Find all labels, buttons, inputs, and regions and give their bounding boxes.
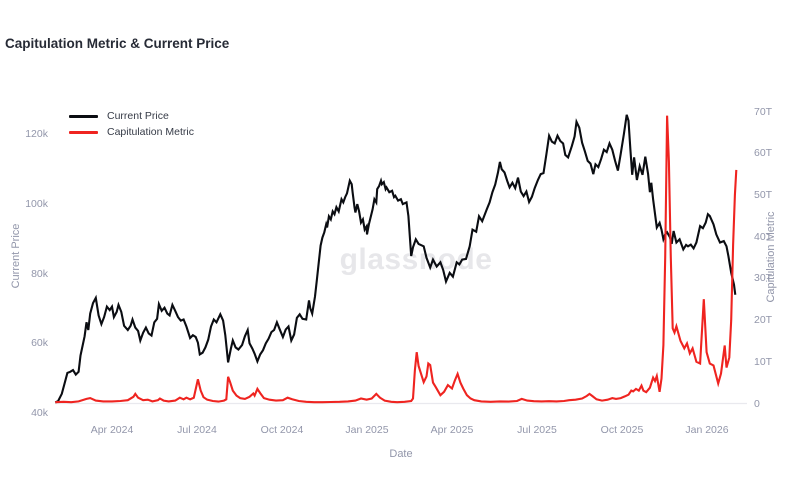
y-left-tick-80k: 80k (31, 267, 48, 280)
x-axis-title: Date (389, 448, 413, 460)
y-right-tick-70T: 70T (754, 105, 773, 118)
x-tick-Jan-2025: Jan 2025 (345, 424, 389, 436)
y-left-tick-60k: 60k (31, 337, 48, 350)
x-tick-Apr-2025: Apr 2025 (430, 424, 474, 436)
x-tick-Jan-2026: Jan 2026 (685, 424, 729, 436)
y-right-tick-0: 0 (754, 397, 760, 410)
x-tick-Oct-2025: Oct 2025 (600, 424, 644, 436)
y-right-tick-50T: 50T (754, 188, 773, 201)
y-left-tick-40k: 40k (31, 407, 48, 419)
y-right-tick-10T: 10T (754, 355, 773, 368)
y-right-tick-40T: 40T (754, 230, 773, 243)
y-axis-title-left: Current Price (10, 223, 22, 289)
legend-label-capitulation-metric: Capitulation Metric (107, 126, 194, 138)
current-price-swatch-icon (69, 114, 98, 118)
x-tick-Oct-2024: Oct 2024 (260, 424, 304, 436)
x-tick-Jul-2024: Jul 2024 (177, 424, 217, 436)
capitulation-metric-swatch-icon (69, 130, 98, 134)
x-tick-Apr-2024: Apr 2024 (90, 424, 134, 436)
y-right-tick-20T: 20T (754, 314, 773, 327)
legend-item-current-price[interactable]: Current Price (69, 108, 194, 124)
y-left-tick-100k: 100k (25, 197, 48, 210)
x-tick-Jul-2025: Jul 2025 (517, 424, 557, 436)
legend: Current Price Capitulation Metric (69, 108, 194, 140)
y-left-tick-120k: 120k (25, 128, 48, 140)
y-axis-title-right: Capitulation Metric (765, 211, 777, 303)
capitulation-metric-line[interactable] (55, 115, 738, 404)
y-right-tick-30T: 30T (754, 272, 773, 285)
legend-item-capitulation-metric[interactable]: Capitulation Metric (69, 124, 194, 140)
legend-label-current-price: Current Price (107, 110, 169, 122)
y-right-tick-60T: 60T (754, 147, 773, 160)
chart-title: Capitulation Metric & Current Price (5, 36, 230, 51)
current-price-line[interactable] (54, 114, 737, 404)
